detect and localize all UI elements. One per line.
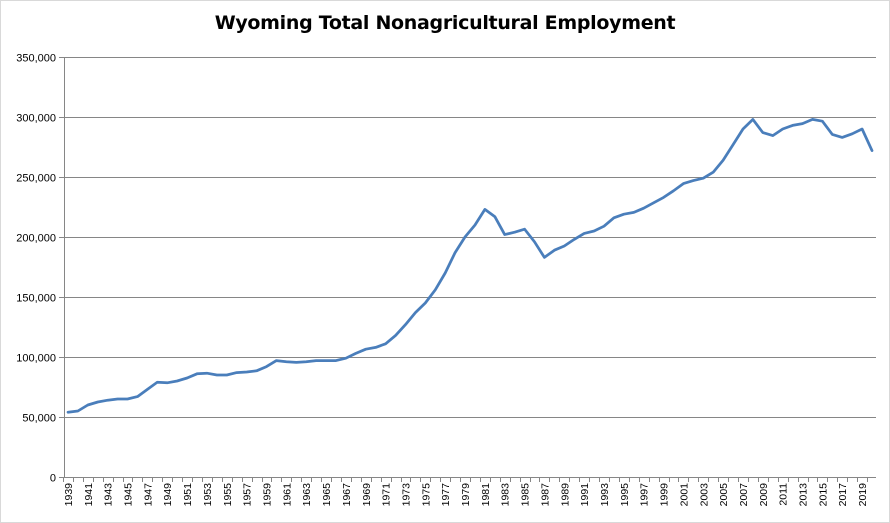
x-tick-label: 1955 [222,483,234,507]
x-tick-label: 1957 [242,483,254,507]
x-tick-label: 1995 [619,483,631,507]
x-tick-label: 2005 [718,483,730,507]
x-tick-label: 1945 [123,483,135,507]
x-tick-label: 2019 [857,483,869,507]
x-axis-ticks: 1939 1941 1943 1945 1947 1949 1951 1953 1955 1957… [63,483,869,507]
x-tick-label: 1969 [361,483,373,507]
y-tick-label: 100,000 [16,353,56,365]
x-tick-label: 1965 [321,483,333,507]
y-tick-label: 0 [50,473,56,485]
x-tick-label: 1973 [400,483,412,507]
x-tick-label: 1977 [440,483,452,507]
x-tick-label: 1981 [480,483,492,507]
x-tick-label: 2003 [698,483,710,507]
x-tick-label: 2015 [817,483,829,507]
x-tick-label: 1961 [281,483,293,507]
x-tick-label: 1941 [83,483,95,507]
x-tick-label: 2017 [837,483,849,507]
y-tick-label: 250,000 [16,173,56,185]
x-tick-label: 1947 [142,483,154,507]
x-tick-label: 1993 [599,483,611,507]
x-tick-label: 2001 [678,483,690,507]
x-tick-label: 1983 [500,483,512,507]
chart-title: Wyoming Total Nonagricultural Employment [214,12,676,34]
x-tick-label: 1963 [301,483,313,507]
x-tick-label: 1999 [659,483,671,507]
y-tick-label: 200,000 [16,233,56,245]
y-axis-ticks: 0 50,000 100,000 150,000 200,000 250,000 300,0… [16,53,56,485]
x-tick-label: 1967 [341,483,353,507]
series [66,118,874,414]
y-tick-label: 350,000 [16,53,56,65]
x-tick-label: 1971 [381,483,393,507]
x-tick-label: 1951 [182,483,194,507]
x-tick-label: 1997 [639,483,651,507]
y-tick-label: 150,000 [16,293,56,305]
axes [59,57,876,482]
x-tick-label: 1949 [162,483,174,507]
y-tick-label: 300,000 [16,113,56,125]
x-tick-label: 1985 [520,483,532,507]
x-tick-label: 1975 [420,483,432,507]
x-tick-label: 1939 [63,483,75,507]
x-tick-label: 1989 [559,483,571,507]
x-tick-label: 2009 [758,483,770,507]
x-tick-label: 1991 [579,483,591,507]
x-tick-label: 1987 [539,483,551,507]
y-tick-label: 50,000 [22,413,56,425]
x-tick-label: 2007 [738,483,750,507]
series-line [66,118,874,414]
x-tick-label: 2011 [778,483,790,506]
x-tick-label: 1979 [460,483,472,507]
gridlines [64,57,876,418]
x-tick-label: 2013 [798,483,810,507]
x-tick-label: 1943 [103,483,115,507]
x-tick-label: 1953 [202,483,214,507]
x-tick-label: 1959 [262,483,274,507]
